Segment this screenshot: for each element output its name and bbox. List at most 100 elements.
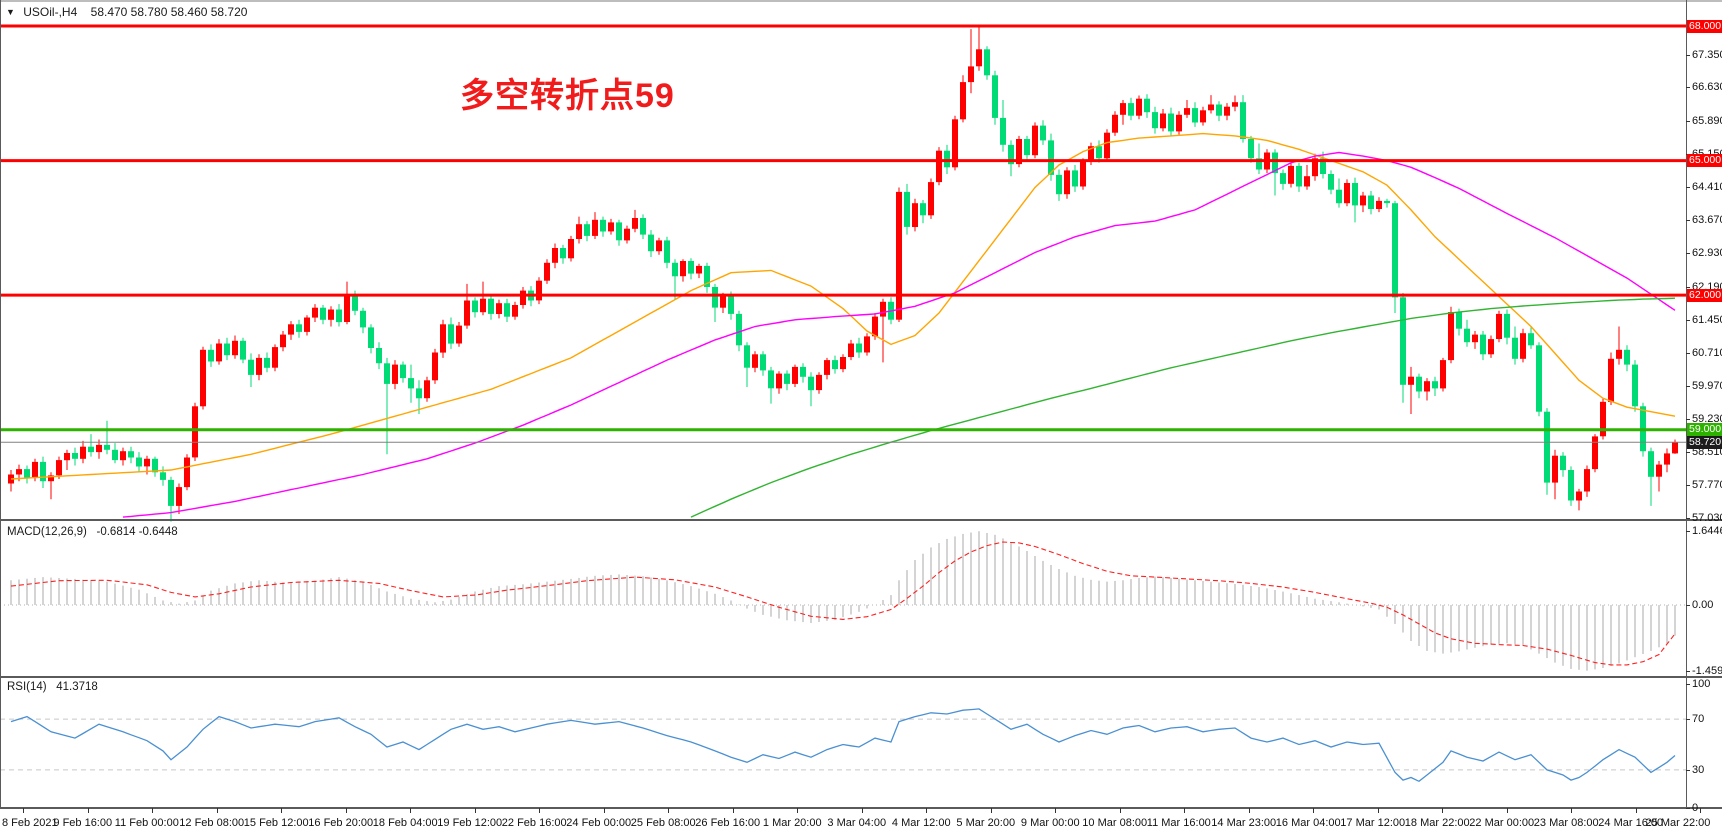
candle-body-up [1088, 146, 1094, 162]
price-axis-separator [1686, 0, 1687, 808]
candle-body-up [184, 457, 190, 488]
candle-body-up [192, 406, 198, 458]
candle-body-up [1656, 464, 1662, 477]
price-axis-label: 57.030 [1692, 512, 1722, 524]
candle-body-down [1480, 334, 1486, 355]
candle-body-up [1176, 114, 1182, 132]
axis-tick [1686, 55, 1690, 57]
candle-body-up [512, 305, 518, 317]
chart-left-border [0, 0, 1, 808]
date-axis-label: 12 Feb 08:00 [179, 817, 245, 829]
candle-body-down [1328, 174, 1334, 190]
candle-body-down [376, 348, 382, 364]
date-tick [797, 808, 798, 813]
candle-body-down [1544, 411, 1550, 483]
axis-tick [1686, 220, 1690, 222]
date-axis-label: 5 Mar 20:00 [956, 817, 1016, 829]
axis-tick [1686, 120, 1690, 122]
rsi-dateaxis-separator [0, 807, 1722, 809]
candle-body-down [1008, 144, 1014, 165]
candle-body-up [32, 461, 38, 478]
date-axis-label: 22 Feb 16:00 [501, 817, 567, 829]
candle-body-down [1352, 183, 1358, 206]
candle-body-down [1280, 173, 1286, 184]
candle-body-down [1416, 376, 1422, 392]
date-tick [216, 808, 218, 813]
axis-tick [1686, 808, 1690, 809]
date-tick [1700, 808, 1701, 813]
candle-body-down [1024, 139, 1030, 156]
candle-body-down [1456, 312, 1462, 329]
candle-body-up [1224, 106, 1230, 116]
candle-body-down [648, 234, 654, 252]
macd-values: -0.6814 -0.6448 [96, 526, 178, 538]
candle-body-up [480, 298, 486, 313]
date-axis-label: 24 Feb 00:00 [566, 817, 632, 829]
candle-body-up [432, 352, 438, 381]
candle-body-down [1392, 203, 1398, 298]
candle-body-down [224, 343, 230, 356]
candle-body-down [1296, 165, 1302, 187]
candle-body-down [1000, 117, 1006, 145]
candle-body-down [248, 359, 254, 375]
axis-tick [1686, 518, 1690, 519]
candle-body-down [1560, 455, 1566, 471]
candle-body-up [1312, 158, 1318, 177]
candle-body-down [1400, 297, 1406, 385]
candle-body-up [1592, 436, 1598, 470]
price-pill-62.000: 62.000 [1687, 288, 1722, 302]
date-axis-label: 16 Feb 20:00 [308, 817, 374, 829]
candle-body-up [1304, 176, 1310, 187]
date-tick [926, 808, 927, 813]
date-tick [1119, 808, 1121, 813]
candle-body-down [768, 370, 774, 389]
candle-body-up [680, 261, 686, 277]
date-tick [668, 808, 669, 813]
date-axis-label: 22 Mar 00:00 [1469, 817, 1535, 829]
macd-axis-label: 1.6446 [1692, 524, 1722, 537]
candle-body-up [256, 357, 262, 375]
candle-body-down [264, 357, 270, 368]
candle-body-up [1472, 334, 1478, 343]
candle-body-up [1608, 358, 1614, 402]
price-axis-label: 62.930 [1692, 247, 1722, 260]
date-axis-label: 18 Feb 04:00 [372, 817, 438, 829]
date-axis-label: 9 Feb 16:00 [53, 817, 113, 829]
candle-body-up [120, 451, 126, 461]
date-tick [539, 808, 540, 813]
date-tick [1055, 808, 1056, 813]
candle-body-up [1376, 200, 1382, 209]
candle-body-down [152, 458, 158, 473]
candle-body-up [424, 380, 430, 399]
candle-body-down [1192, 108, 1198, 123]
macd-axis-label: -1.4594 [1692, 664, 1722, 677]
main-macd-separator[interactable] [0, 519, 1722, 521]
macd-axis-label: 0.00 [1692, 599, 1714, 611]
candle-body-up [1672, 442, 1678, 454]
symbol-dropdown-icon[interactable]: ▼ [6, 7, 15, 17]
date-axis-label: 11 Mar 16:00 [1146, 817, 1211, 829]
axis-tick [1686, 670, 1690, 672]
date-axis-label: 23 Mar 08:00 [1533, 817, 1599, 829]
candle-body-up [280, 334, 286, 348]
candle-body-up [272, 347, 278, 368]
date-axis-label: 15 Feb 12:00 [243, 817, 309, 829]
date-axis-label: 9 Mar 00:00 [1020, 817, 1080, 829]
candle-body-up [1664, 453, 1670, 465]
candle-body-down [760, 354, 766, 371]
candle-body-up [464, 300, 470, 326]
candle-body-down [992, 75, 998, 118]
date-tick [152, 808, 153, 813]
rsi-indicator-label: RSI(14) 41.3718 [7, 681, 98, 693]
candle-body-up [976, 49, 982, 67]
candle-body-up [848, 343, 854, 357]
date-tick [1184, 808, 1185, 813]
price-axis-label: 61.450 [1692, 313, 1722, 326]
candle-body-up [1576, 491, 1582, 501]
macd-rsi-separator[interactable] [0, 676, 1722, 678]
price-axis-label: 59.230 [1692, 413, 1722, 426]
candle-body-down [856, 343, 862, 353]
candle-body-down [1368, 195, 1374, 209]
